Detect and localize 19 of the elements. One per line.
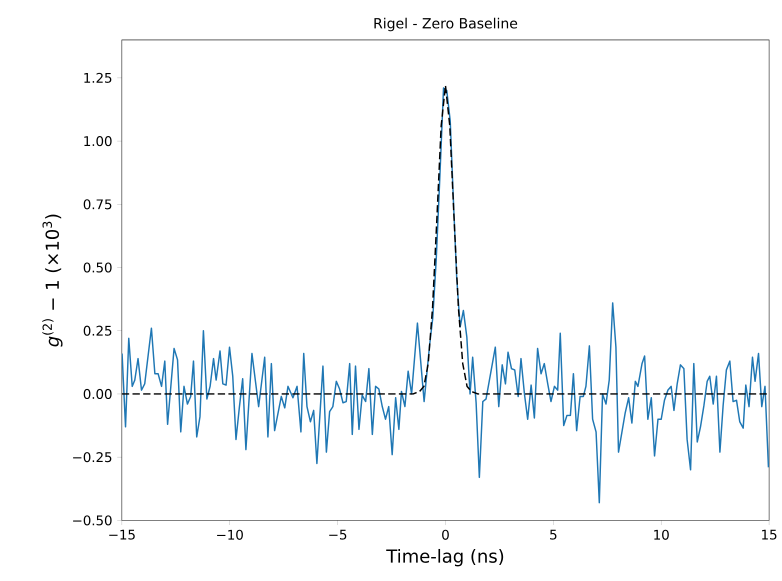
y-tick-label: 0.25 [84,326,112,336]
x-tick-label: 10 [654,530,669,540]
x-tick-label: 15 [762,530,776,540]
y-axis-title: g$^{(2)}$ − 1 (×10$^{3}$) [42,214,63,347]
x-tick-label: −5 [329,530,346,540]
x-tick-label: −10 [217,530,243,540]
y-tick-label: 1.00 [84,136,112,146]
y-tick-label: 0.50 [84,262,112,272]
x-axis-title: Time-lag (ns) [386,548,504,566]
x-tick-label: 5 [550,530,556,540]
y-tick-label: 0.75 [84,199,112,210]
x-tick-label: 0 [442,530,449,540]
x-tick-label: −15 [109,530,135,540]
y-tick-label: −0.50 [73,515,112,526]
chart-title: Rigel - Zero Baseline [374,18,518,32]
line-series [122,87,770,504]
y-tick-label: 1.25 [84,72,112,83]
y-tick-label: 0.00 [84,388,112,399]
y-tick-label: −0.25 [73,452,112,462]
